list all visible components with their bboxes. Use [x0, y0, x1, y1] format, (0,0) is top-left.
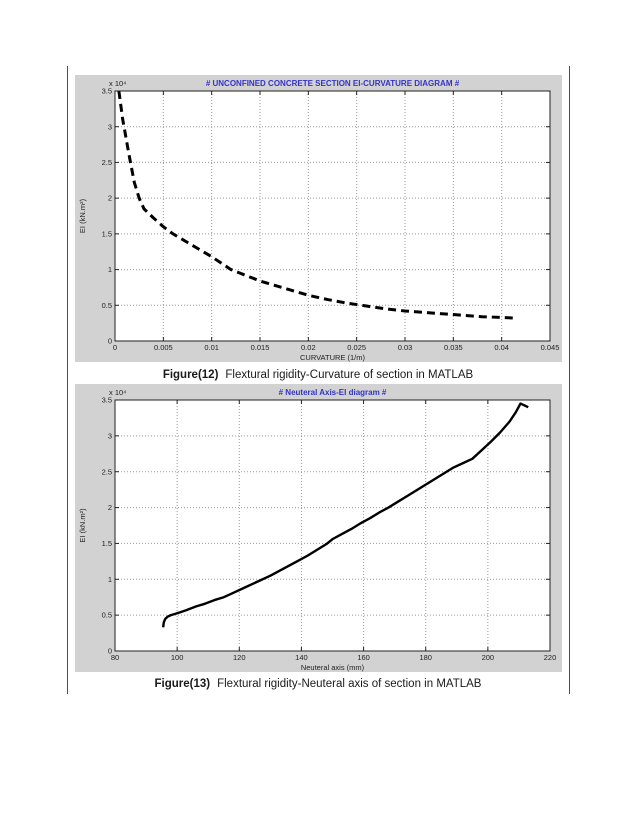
svg-text:x 10⁴: x 10⁴ — [109, 79, 126, 88]
svg-text:2: 2 — [108, 194, 112, 203]
svg-text:3.5: 3.5 — [102, 87, 112, 96]
svg-text:0.03: 0.03 — [398, 343, 413, 352]
svg-text:0.02: 0.02 — [301, 343, 316, 352]
svg-text:# UNCONFINED CONCRETE SECTION: # UNCONFINED CONCRETE SECTION EI-CURVATU… — [206, 79, 460, 88]
svg-text:80: 80 — [111, 653, 119, 662]
svg-text:0.025: 0.025 — [347, 343, 366, 352]
svg-text:0: 0 — [108, 337, 112, 346]
figure-13-matlab-plot: 80 100 120 140 160 180 200 220 0 0.5 1 1.5 2 2.5 3 3.5 x… — [75, 384, 562, 672]
figure-13-caption-text: Flextural rigidity-Neuteral axis of sect… — [217, 678, 482, 690]
ei-curvature-chart: 0 0.005 0.01 0.015 0.02 0.025 0.03 0.035 0.04 0.0… — [75, 75, 562, 362]
svg-text:220: 220 — [544, 653, 557, 662]
svg-text:0.005: 0.005 — [154, 343, 173, 352]
svg-text:0: 0 — [113, 343, 117, 352]
svg-text:1.5: 1.5 — [102, 229, 112, 238]
figure-13-caption-label: Figure(13) — [154, 678, 211, 690]
svg-text:0.01: 0.01 — [204, 343, 219, 352]
svg-text:EI (kN.m²): EI (kN.m²) — [78, 198, 87, 233]
svg-text:2: 2 — [108, 503, 112, 512]
figure-12-caption: Figure(12) Flextural rigidity-Curvature o… — [67, 367, 569, 383]
svg-text:160: 160 — [357, 653, 370, 662]
table-border-left — [67, 66, 68, 694]
svg-text:Neuteral axis (mm): Neuteral axis (mm) — [301, 663, 365, 672]
svg-text:100: 100 — [171, 653, 184, 662]
svg-text:1.5: 1.5 — [102, 539, 112, 548]
svg-text:1: 1 — [108, 265, 112, 274]
svg-text:140: 140 — [295, 653, 308, 662]
figure-13-caption: Figure(13) Flextural rigidity-Neuteral ax… — [67, 676, 569, 692]
svg-text:0.5: 0.5 — [102, 301, 112, 310]
svg-text:180: 180 — [419, 653, 432, 662]
svg-text:1: 1 — [108, 575, 112, 584]
svg-text:CURVATURE (1/m): CURVATURE (1/m) — [300, 353, 366, 362]
svg-text:2.5: 2.5 — [102, 158, 112, 167]
svg-text:0: 0 — [108, 647, 112, 656]
svg-text:120: 120 — [233, 653, 246, 662]
svg-text:200: 200 — [482, 653, 495, 662]
svg-text:3.5: 3.5 — [102, 396, 112, 405]
figure-12-caption-label: Figure(12) — [162, 369, 219, 381]
svg-text:EI (kN.m²): EI (kN.m²) — [78, 508, 87, 543]
svg-text:# Neuteral Axis-EI diagram #: # Neuteral Axis-EI diagram # — [279, 388, 387, 397]
svg-text:2.5: 2.5 — [102, 467, 112, 476]
neutral-axis-ei-chart: 80 100 120 140 160 180 200 220 0 0.5 1 1.5 2 2.5 3 3.5x… — [75, 384, 562, 672]
svg-text:0.015: 0.015 — [251, 343, 270, 352]
svg-text:0.035: 0.035 — [444, 343, 463, 352]
svg-text:x 10⁴: x 10⁴ — [109, 388, 126, 397]
svg-text:3: 3 — [108, 431, 112, 440]
svg-text:0.045: 0.045 — [541, 343, 560, 352]
table-border-right — [569, 66, 570, 694]
figure-12-matlab-plot: 0 0.005 0.01 0.015 0.02 0.025 0.03 0.035 0.04 0.0… — [75, 75, 562, 362]
figure-12-caption-text: Flextural rigidity-Curvature of section … — [225, 369, 474, 381]
svg-text:3: 3 — [108, 122, 112, 131]
svg-text:0.5: 0.5 — [102, 611, 112, 620]
svg-text:0.04: 0.04 — [494, 343, 509, 352]
